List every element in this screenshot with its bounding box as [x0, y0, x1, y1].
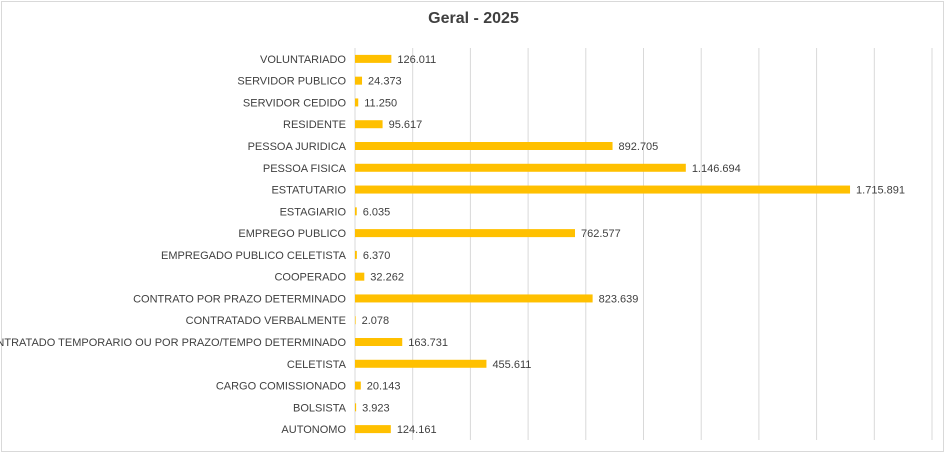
category-label: VOLUNTARIADO	[260, 54, 346, 66]
data-label: 32.262	[370, 272, 404, 284]
category-label: RESIDENTE	[283, 119, 346, 131]
bar	[355, 316, 356, 325]
data-label: 163.731	[408, 337, 448, 349]
data-label: 24.373	[368, 76, 402, 88]
category-label: SERVIDOR PUBLICO	[237, 76, 346, 88]
bar	[355, 98, 359, 107]
data-label: 6.035	[363, 206, 391, 218]
category-labels: VOLUNTARIADO SERVIDOR PUBLICO SERVIDOR CED…	[0, 54, 347, 436]
data-label: 126.011	[397, 54, 436, 66]
category-label: AUTONOMO	[281, 424, 346, 436]
category-label: PESSOA FISICA	[263, 163, 347, 175]
data-label: 20.143	[367, 381, 401, 393]
category-label: COOPERADO	[274, 272, 346, 284]
category-label: CARGO COMISSIONADO	[216, 381, 347, 393]
data-label: 11.250	[364, 97, 397, 109]
bar	[355, 425, 391, 434]
bar	[355, 229, 576, 238]
data-label: 1.146.694	[692, 163, 741, 175]
bar	[355, 403, 357, 412]
category-label: EMPREGADO PUBLICO CELETISTA	[161, 250, 347, 262]
bar	[355, 120, 383, 129]
bar	[355, 54, 392, 63]
data-label: 823.639	[599, 293, 639, 305]
data-label: 6.370	[363, 250, 391, 262]
data-label: 3.923	[362, 402, 390, 414]
data-label: 95.617	[389, 119, 423, 131]
category-label: ESTATUTARIO	[271, 185, 346, 197]
chart-title: Geral - 2025	[428, 10, 519, 27]
category-label: EMPREGO PUBLICO	[238, 228, 346, 240]
bar	[355, 338, 403, 346]
bar	[355, 359, 487, 368]
category-label: CELETISTA	[287, 359, 347, 371]
category-label: SERVIDOR CEDIDO	[243, 97, 347, 109]
bar	[355, 185, 851, 194]
category-label: CONTRATADO TEMPORARIO OU POR PRAZO/TEMPO…	[0, 337, 346, 349]
category-label: PESSOA JURIDICA	[248, 141, 347, 153]
data-label: 124.161	[397, 424, 437, 436]
bar	[355, 163, 686, 172]
category-label: ESTAGIARIO	[280, 206, 347, 218]
category-label: CONTRATO POR PRAZO DETERMINADO	[133, 293, 346, 305]
data-labels: 126.011 24.373 11.250 95.617 892.705 1.146.69…	[362, 54, 905, 436]
data-label: 762.577	[581, 228, 621, 240]
category-label: CONTRATADO VERBALMENTE	[186, 315, 346, 327]
bar	[355, 294, 593, 303]
bars	[355, 54, 851, 434]
bar	[355, 76, 363, 85]
bar	[355, 381, 361, 390]
data-label: 455.611	[492, 359, 531, 371]
bar	[355, 250, 357, 259]
bar	[355, 207, 357, 216]
data-label: 892.705	[619, 141, 659, 153]
category-label: BOLSISTA	[293, 402, 347, 414]
gridlines	[354, 48, 933, 440]
bar	[355, 142, 613, 150]
data-label: 2.078	[362, 315, 390, 327]
bar	[355, 272, 365, 281]
data-label: 1.715.891	[856, 185, 905, 197]
